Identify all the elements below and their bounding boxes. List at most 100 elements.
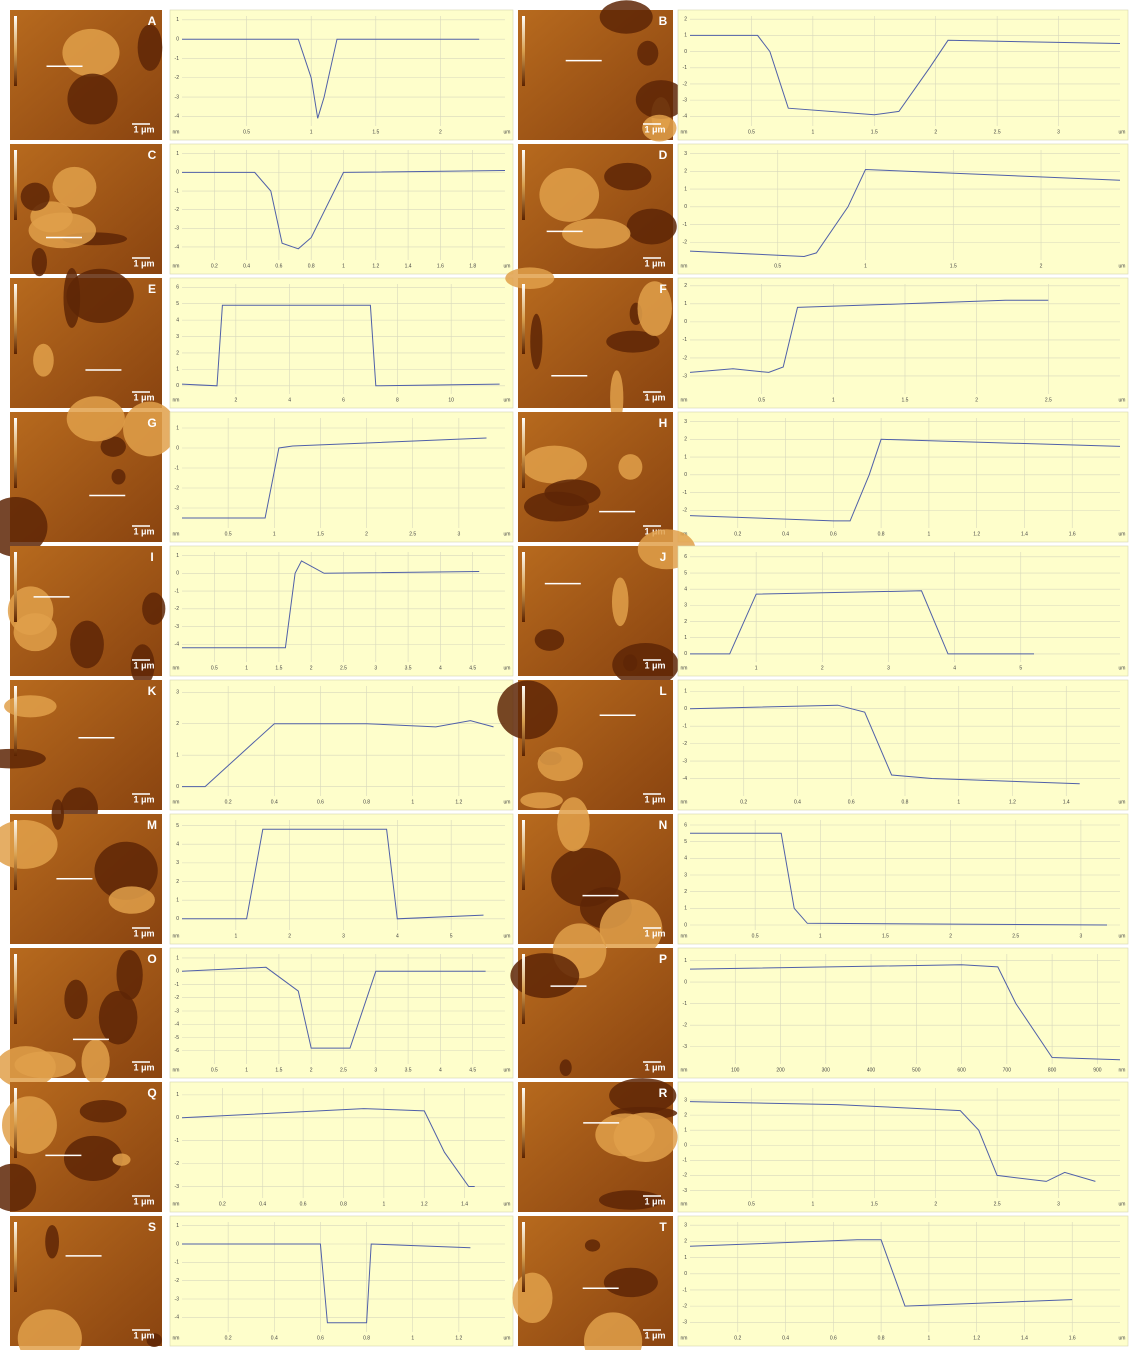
x-tick-label: 1.4 [1063,799,1070,805]
island [63,1135,123,1182]
terrace [28,212,97,249]
terrace [539,167,600,222]
scale-bar-label: 1 μm [644,1196,665,1206]
island [0,496,48,557]
island [623,654,638,672]
color-scale [14,1088,17,1158]
panel-letter: Q [147,1086,156,1100]
x-tick-label: 900 [1093,1067,1102,1073]
x-tick-label: 2.5 [1012,933,1019,939]
scale-bar-label: 1 μm [644,258,665,268]
panel: R 1 μm 3 2 1 0 -1 -2 -3 0.5 1 1.5 2 2.5 3 nm um [518,1078,1129,1213]
x-tick-label: 2 [365,531,368,537]
y-tick-label: -5 [175,1035,180,1041]
y-tick-label: 0 [684,49,687,55]
terrace [81,1039,110,1084]
y-tick-label: 5 [176,301,179,307]
x-tick-label: 1 [864,263,867,269]
x-unit: um [504,665,511,671]
y-tick-label: -1 [175,1260,180,1266]
panel: I 1 μm 1 0 -1 -2 -3 -4 0.5 1 1.5 2 2.5 3 3.5 4 4.5 nm um [7,545,514,687]
x-tick-label: 1 [927,531,930,537]
height-profile [182,38,480,119]
y-unit: nm [681,1335,688,1341]
x-unit: um [1119,933,1126,939]
x-tick-label: 1 [310,129,313,135]
island [45,1225,60,1259]
terrace [521,445,587,484]
terrace [520,792,563,809]
color-scale [14,552,17,622]
island [544,479,601,507]
y-tick-label: 1 [176,955,179,961]
x-tick-label: 0.2 [734,531,741,537]
x-tick-label: 1.5 [902,397,909,403]
x-tick-label: 0.8 [363,1335,370,1341]
y-tick-label: -2 [683,1023,688,1029]
x-tick-label: 2.5 [340,665,347,671]
x-tick-label: 2.5 [340,1067,347,1073]
height-profile [182,560,480,649]
x-unit: um [504,1067,511,1073]
x-tick-label: 200 [776,1067,785,1073]
x-tick-label: 0.2 [225,799,232,805]
x-tick-label: 1 [411,1335,414,1341]
panel-letter: C [148,148,157,162]
panel-letter: J [660,550,667,564]
y-tick-label: 6 [176,285,179,291]
panel-letter: M [147,818,157,832]
y-tick-label: 1 [684,33,687,39]
x-tick-label: 2.5 [409,531,416,537]
profile-chart [677,277,1129,409]
color-scale [14,820,17,890]
x-tick-label: 4 [439,665,442,671]
y-tick-label: -2 [175,1278,180,1284]
y-tick-label: -3 [683,97,688,103]
y-tick-label: -1 [175,188,180,194]
afm-image [518,10,673,140]
scale-bar-label: 1 μm [133,258,154,268]
x-tick-label: 0.5 [225,531,232,537]
island [609,1078,677,1114]
scale-bar-label: 1 μm [133,1196,154,1206]
profile-chart [169,1081,514,1213]
x-tick-label: 5 [450,933,453,939]
terrace [583,1312,643,1350]
x-tick-label: 1 [342,263,345,269]
height-profile [690,34,1121,116]
y-tick-label: 2 [684,169,687,175]
y-tick-label: -2 [175,995,180,1001]
height-profile [181,1108,475,1187]
height-profile [182,1243,471,1324]
terrace [14,1051,76,1079]
scale-bar-label: 1 μm [133,124,154,134]
panel: S 1 μm 1 0 -1 -2 -3 -4 0.2 0.4 0.6 0.8 1 1.2 nm um [10,1215,514,1350]
panel: F 1 μm 2 1 0 -1 -2 -3 0.5 1 1.5 2 2.5 nm um [505,267,1129,426]
y-tick-label: 6 [684,822,687,828]
island [31,248,47,277]
x-tick-label: 0.6 [317,799,324,805]
y-tick-label: 1 [684,689,687,695]
y-tick-label: 2 [684,283,687,289]
island [137,24,163,71]
x-tick-label: 3 [457,531,460,537]
x-unit: um [1119,531,1126,537]
x-unit: um [504,531,511,537]
x-tick-label: 0.4 [259,1201,266,1207]
color-scale [522,418,525,488]
x-tick-label: 1.2 [973,531,980,537]
x-tick-label: 2.5 [994,129,1001,135]
island [94,841,158,900]
island [559,1059,572,1077]
x-tick-label: 3.5 [405,665,412,671]
x-unit: um [1119,799,1126,805]
terrace [557,797,590,852]
island [70,620,104,669]
x-tick-label: 1.5 [871,1201,878,1207]
color-scale [14,686,17,756]
y-tick-label: 0 [684,1143,687,1149]
panel: Q 1 μm 1 0 -1 -2 -3 0.2 0.4 0.6 0.8 1 1.2 1.4 nm um [0,1081,514,1213]
island [20,182,50,211]
y-tick-label: 0 [684,651,687,657]
x-tick-label: 6 [342,397,345,403]
